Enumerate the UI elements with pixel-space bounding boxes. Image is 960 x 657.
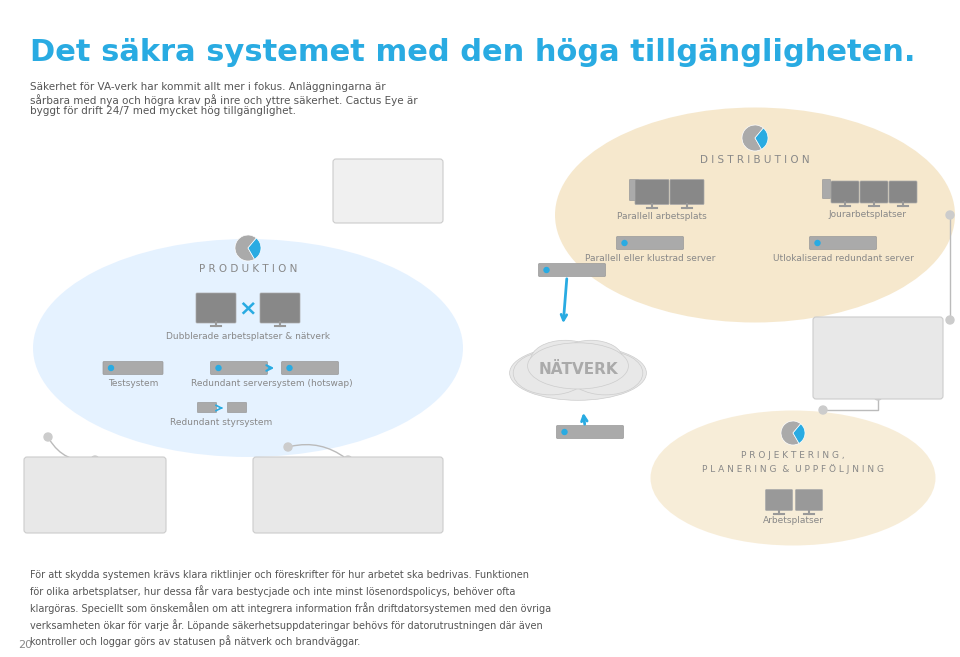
Text: P R O D U K T I O N: P R O D U K T I O N [199,264,298,274]
Circle shape [216,365,221,371]
Circle shape [91,456,99,464]
Ellipse shape [560,340,623,377]
Text: Härdade
operativsystem
i server och
driftarbetsplatser.: Härdade operativsystem i server och drif… [348,168,428,214]
Ellipse shape [510,346,646,400]
FancyBboxPatch shape [635,179,669,204]
FancyBboxPatch shape [24,457,166,533]
Text: Säkerhet för VA-verk har kommit allt mer i fokus. Anläggningarna är: Säkerhet för VA-verk har kommit allt mer… [30,82,386,92]
FancyBboxPatch shape [823,179,830,198]
Text: D I S T R I B U T I O N: D I S T R I B U T I O N [700,155,810,165]
FancyBboxPatch shape [539,263,606,277]
Ellipse shape [514,351,588,395]
Ellipse shape [555,108,955,323]
Circle shape [562,430,567,434]
FancyBboxPatch shape [281,361,339,374]
FancyBboxPatch shape [796,489,823,510]
FancyBboxPatch shape [260,293,300,323]
Ellipse shape [651,411,935,545]
Text: Testsystem: Testsystem [108,379,158,388]
Text: Arbetsplatser: Arbetsplatser [762,516,824,525]
Text: ×: × [239,298,257,318]
Text: Krypterad kommunikation med
Cactus understationer genom
inbyggt skydd. Mot styrs: Krypterad kommunikation med Cactus under… [260,467,436,515]
Circle shape [284,443,292,451]
Text: Verifiering & validering
av uppgraderingar
(Cactus Eye, OS-
patchar, virus, etc.: Verifiering & validering av uppgradering… [36,467,155,514]
Wedge shape [248,238,261,260]
Text: Utlokaliserad redundant server: Utlokaliserad redundant server [773,254,913,263]
Text: Jourarbetsplatser: Jourarbetsplatser [828,210,906,219]
Text: Kraftfullt
behörighets-
system i alla
arbetsdatorer.: Kraftfullt behörighets- system i alla ar… [838,328,918,382]
Wedge shape [755,128,768,149]
FancyBboxPatch shape [813,317,943,399]
FancyBboxPatch shape [630,179,638,200]
FancyBboxPatch shape [670,179,704,204]
Wedge shape [781,421,801,445]
FancyBboxPatch shape [196,293,236,323]
Circle shape [287,365,292,371]
Text: Det säkra systemet med den höga tillgängligheten.: Det säkra systemet med den höga tillgäng… [30,38,916,67]
FancyBboxPatch shape [198,403,217,413]
Circle shape [344,456,352,464]
Text: Redundant styrsystem: Redundant styrsystem [170,418,272,427]
Text: Parallell arbetsplats: Parallell arbetsplats [617,212,707,221]
Text: P R O J E K T E R I N G ,
P L A N E R I N G  &  U P P F Ö L J N I N G: P R O J E K T E R I N G , P L A N E R I … [702,451,884,474]
Circle shape [815,240,820,246]
FancyBboxPatch shape [210,361,268,374]
FancyBboxPatch shape [253,457,443,533]
FancyBboxPatch shape [228,403,247,413]
Circle shape [946,316,954,324]
Circle shape [622,240,627,246]
FancyBboxPatch shape [889,181,917,203]
Text: Dubblerade arbetsplatser & nätverk: Dubblerade arbetsplatser & nätverk [166,332,330,341]
FancyBboxPatch shape [860,181,888,203]
FancyBboxPatch shape [809,237,876,250]
FancyBboxPatch shape [333,159,443,223]
Text: NÄTVERK: NÄTVERK [539,363,618,378]
Text: byggt för drift 24/7 med mycket hög tillgänglighet.: byggt för drift 24/7 med mycket hög till… [30,106,296,116]
Ellipse shape [531,340,600,380]
Wedge shape [793,424,805,443]
Ellipse shape [33,239,463,457]
FancyBboxPatch shape [103,361,163,374]
Text: 20: 20 [18,640,32,650]
FancyBboxPatch shape [616,237,684,250]
Wedge shape [742,125,763,151]
Ellipse shape [568,351,643,395]
Text: För att skydda systemen krävs klara riktlinjer och föreskrifter för hur arbetet : För att skydda systemen krävs klara rikt… [30,570,551,647]
FancyBboxPatch shape [765,489,793,510]
Text: Redundant serversystem (hotswap): Redundant serversystem (hotswap) [191,379,353,388]
Circle shape [819,406,827,414]
Wedge shape [235,235,256,261]
FancyBboxPatch shape [831,181,859,203]
Circle shape [874,392,882,400]
Circle shape [108,365,113,371]
Circle shape [946,211,954,219]
FancyBboxPatch shape [557,426,623,438]
Ellipse shape [528,343,629,389]
Circle shape [544,267,549,273]
Text: sårbara med nya och högra krav på inre och yttre säkerhet. Cactus Eye är: sårbara med nya och högra krav på inre o… [30,94,418,106]
Text: Parallell eller klustrad server: Parallell eller klustrad server [585,254,715,263]
Circle shape [44,433,52,441]
